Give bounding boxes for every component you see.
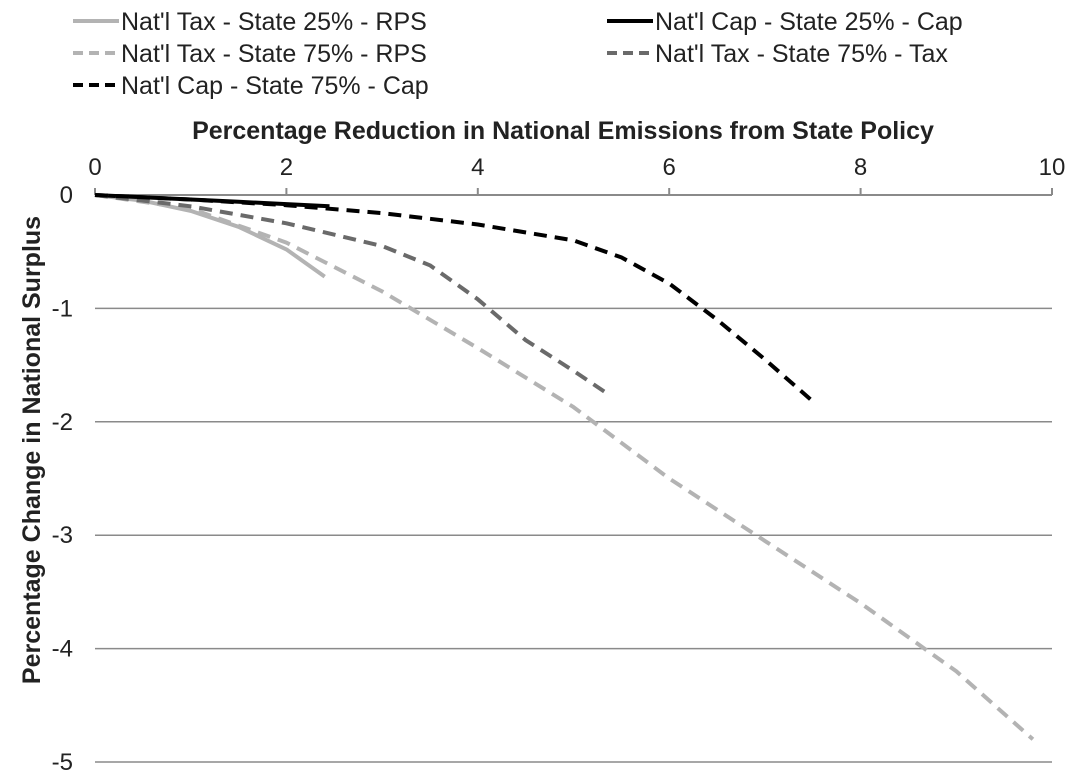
series-line-5 [94,193,815,403]
y-tick-label: -4 [52,636,73,663]
legend: Nat'l Tax - State 25% - RPS Nat'l Cap - S… [73,8,963,100]
y-tick-label: -3 [52,522,73,549]
legend-label: Nat'l Tax - State 75% - Tax [655,40,948,68]
legend-item: Nat'l Cap - State 75% - Cap [73,72,429,100]
x-tick-label: 4 [471,154,484,181]
legend-label: Nat'l Cap - State 25% - Cap [655,8,963,36]
series-line-3 [94,193,1035,741]
x-tick-label: 2 [280,154,293,181]
x-axis-title: Percentage Reduction in National Emissio… [192,117,934,145]
legend-label: Nat'l Tax - State 25% - RPS [121,8,427,36]
y-tick-label: -1 [52,295,73,322]
y-tick-label: 0 [60,182,73,209]
y-tick-label: -5 [52,749,73,772]
series-lines [94,193,1035,741]
y-tick-label: -2 [52,409,73,436]
legend-item: Nat'l Tax - State 75% - Tax [607,40,948,68]
x-tick-label: 10 [1039,154,1066,181]
legend-label: Nat'l Cap - State 75% - Cap [121,72,429,100]
axes: 0 -1 -2 -3 -4 -5 0 2 4 6 8 10 [52,154,1066,772]
legend-label: Nat'l Tax - State 75% - RPS [121,40,427,68]
legend-item: Nat'l Tax - State 25% - RPS [73,8,427,36]
series-line-4 [94,193,609,396]
x-tick-label: 0 [88,154,101,181]
legend-item: Nat'l Cap - State 25% - Cap [607,8,963,36]
y-axis-title: Percentage Change in National Surplus [18,216,46,684]
series-line-1 [94,193,326,279]
x-tick-label: 8 [854,154,867,181]
grid-lines [95,307,1052,763]
x-tick-label: 6 [663,154,676,181]
legend-item: Nat'l Tax - State 75% - RPS [73,40,427,68]
